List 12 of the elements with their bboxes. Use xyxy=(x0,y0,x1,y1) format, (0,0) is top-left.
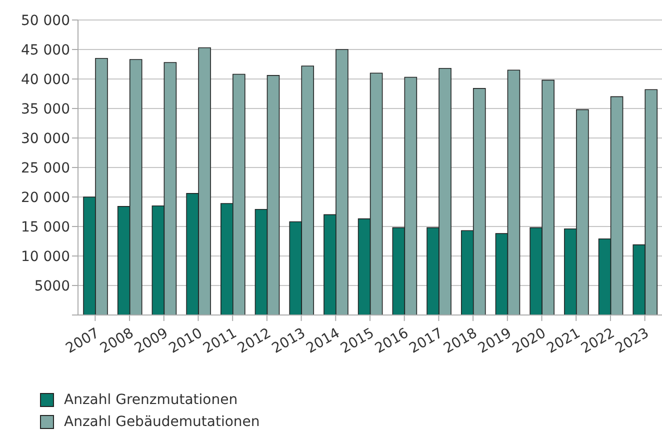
y-tick-label: 5000 xyxy=(34,278,70,294)
y-tick-label: 10 000 xyxy=(21,248,70,265)
y-tick-label: 35 000 xyxy=(21,101,70,118)
y-tick-label: 15 000 xyxy=(21,219,70,236)
y-tick-label: 30 000 xyxy=(21,130,70,147)
y-tick-label: 20 000 xyxy=(21,190,70,206)
y-tick-label: 45 000 xyxy=(21,42,70,58)
y-tick-label: 25 000 xyxy=(21,160,70,176)
legend-label: Anzahl Grenzmutationen xyxy=(64,391,238,410)
y-tick-label: 40 000 xyxy=(21,72,70,88)
y-tick-label: 50 000 xyxy=(21,12,70,29)
legend-label: Anzahl Gebäudemutationen xyxy=(64,413,260,432)
